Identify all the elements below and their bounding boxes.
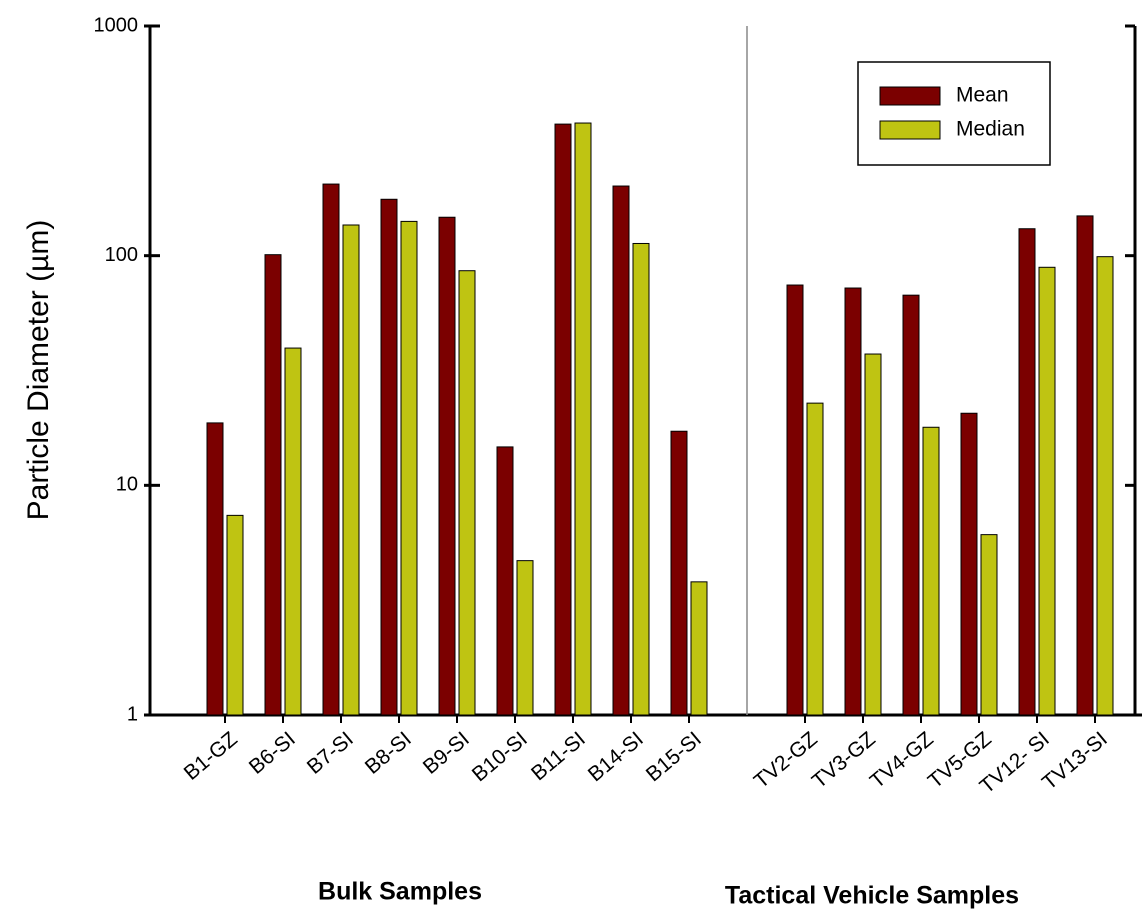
- bar: [380, 198, 398, 716]
- x-tick-label: TV2-GZ: [750, 727, 822, 793]
- bar: [438, 216, 456, 716]
- y-tick-label: 1000: [94, 14, 139, 36]
- bar: [400, 220, 418, 716]
- x-tick-label: B15-SI: [642, 727, 706, 786]
- x-tick-label: B10-SI: [468, 727, 532, 786]
- x-tick-label: TV3-GZ: [808, 727, 880, 793]
- bar: [516, 560, 534, 716]
- bar: [554, 123, 572, 716]
- legend-label: Mean: [956, 84, 1009, 107]
- bar: [670, 430, 688, 716]
- bar: [844, 287, 862, 716]
- group-label: Bulk Samples: [318, 878, 482, 906]
- x-tick-label: B8-SI: [361, 727, 416, 778]
- x-tick-label: B11-SI: [527, 727, 590, 785]
- y-tick-label: 100: [105, 244, 138, 266]
- x-tick-label: B7-SI: [303, 727, 358, 778]
- bar: [206, 422, 224, 716]
- x-tick-label: TV4-GZ: [866, 727, 938, 793]
- x-tick-label: B1-GZ: [180, 727, 242, 784]
- bar: [960, 412, 978, 716]
- bar: [1038, 266, 1056, 716]
- bar: [806, 402, 824, 716]
- x-tick-label: B9-SI: [419, 727, 474, 778]
- bar: [902, 294, 920, 716]
- bar: [612, 185, 630, 716]
- bar: [1096, 256, 1114, 716]
- bar: [1018, 228, 1036, 716]
- bar: [1076, 215, 1094, 716]
- legend-box: [857, 61, 1051, 166]
- y-tick-label: 1: [127, 703, 138, 725]
- x-tick-label: B6-SI: [245, 727, 300, 778]
- bar: [864, 353, 882, 716]
- group-label: Tactical Vehicle Samples: [725, 882, 1019, 910]
- bar: [980, 534, 998, 716]
- x-tick-label: B14-SI: [584, 727, 648, 786]
- legend-label: Median: [956, 118, 1025, 141]
- y-tick-label: 10: [116, 474, 138, 496]
- bar: [922, 426, 940, 716]
- bar: [322, 183, 340, 716]
- bar: [690, 581, 708, 716]
- bar: [342, 224, 360, 716]
- bar: [264, 254, 282, 716]
- bar: [574, 122, 592, 716]
- legend-swatch: [879, 120, 941, 140]
- bar: [786, 284, 804, 716]
- y-axis-label: Particle Diameter (µm): [22, 220, 55, 521]
- bar: [284, 347, 302, 716]
- bar: [496, 446, 514, 716]
- legend-swatch: [879, 86, 941, 106]
- x-tick-label: TV13-SI: [1038, 727, 1112, 794]
- bar: [226, 514, 244, 716]
- bar: [632, 242, 650, 716]
- bar: [458, 270, 476, 716]
